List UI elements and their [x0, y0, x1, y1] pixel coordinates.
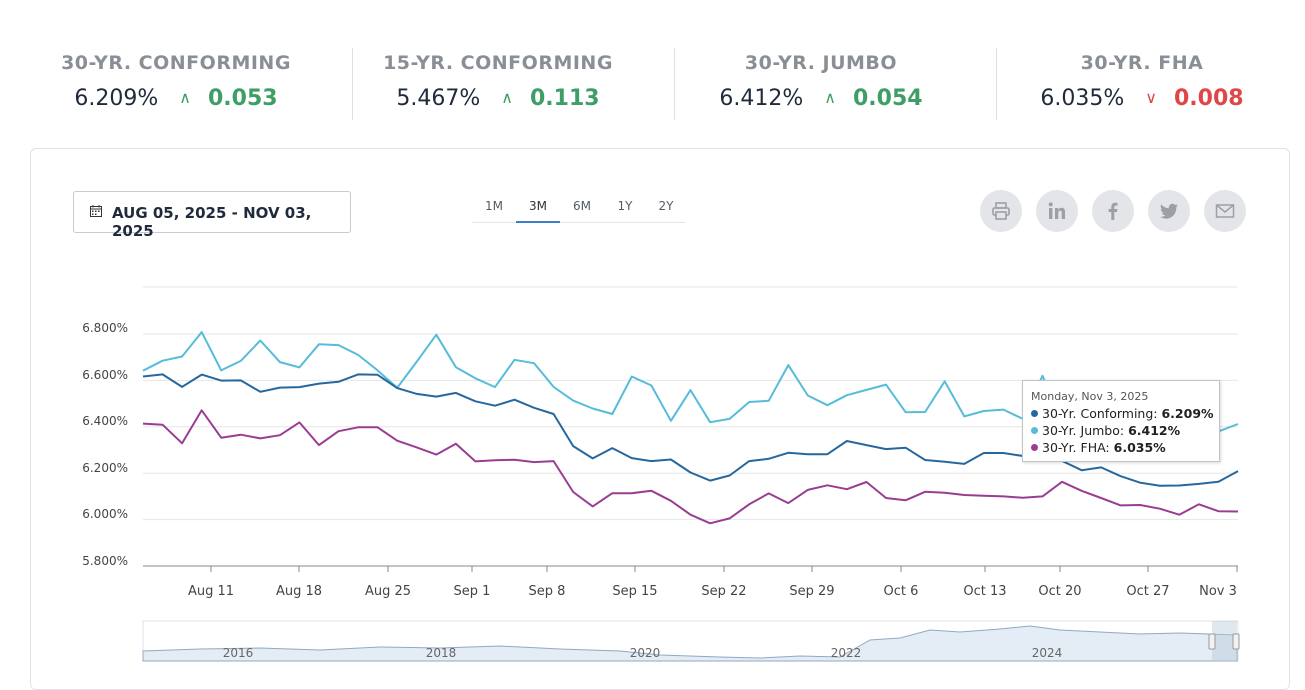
range-selector: 1M 3M 6M 1Y 2Y — [472, 196, 685, 223]
range-button-3m[interactable]: 3M — [516, 196, 560, 223]
calendar-icon — [90, 205, 102, 217]
y-axis: 6.800% 6.600% 6.400% 6.200% 6.000% 5.800… — [82, 321, 128, 568]
x-tick-label: Sep 8 — [529, 584, 566, 599]
x-tick-label: Oct 6 — [884, 584, 919, 599]
print-button[interactable] — [980, 190, 1022, 232]
tooltip-series-value: 6.412% — [1128, 423, 1181, 438]
series-dot-icon — [1031, 410, 1038, 417]
twitter-icon — [1160, 203, 1178, 219]
rate-change: 0.008 — [1174, 86, 1244, 111]
rate-15yr-conforming: 15-YR. CONFORMING 5.467% ∧ 0.113 — [338, 40, 658, 120]
navigator-year-label: 2024 — [1032, 646, 1063, 660]
navigator[interactable]: 2016 2018 2020 2022 2024 — [142, 620, 1240, 662]
x-tick-label: Nov 3 — [1199, 584, 1237, 599]
range-button-1m[interactable]: 1M — [485, 199, 503, 213]
navigator-handle-left[interactable] — [1208, 633, 1216, 650]
x-tick-label: Sep 22 — [701, 584, 746, 599]
navigator-year-label: 2016 — [223, 646, 254, 660]
series-dot-icon — [1031, 444, 1038, 451]
printer-icon — [992, 202, 1010, 220]
chevron-up-icon: ∧ — [179, 88, 191, 107]
linkedin-share-button[interactable] — [1036, 190, 1078, 232]
x-tick-label: Sep 15 — [612, 584, 657, 599]
tooltip-row-jumbo: 30-Yr. Jumbo: 6.412% — [1031, 423, 1180, 438]
rate-label: 15-YR. CONFORMING — [383, 52, 613, 74]
date-range-label: AUG 05, 2025 - NOV 03, 2025 — [112, 204, 312, 240]
y-tick-label: 6.600% — [82, 368, 128, 382]
x-axis: Aug 11 Aug 18 Aug 25 Sep 1 Sep 8 Sep 15 … — [188, 584, 1237, 599]
tooltip-row-conforming: 30-Yr. Conforming: 6.209% — [1031, 406, 1214, 421]
x-tick-label: Oct 27 — [1126, 584, 1169, 599]
range-button-1y[interactable]: 1Y — [617, 199, 633, 213]
rate-change: 0.113 — [530, 86, 600, 111]
tooltip-series-label: 30-Yr. FHA: — [1042, 440, 1110, 455]
rate-value: 6.209% — [74, 86, 159, 111]
tooltip-row-fha: 30-Yr. FHA: 6.035% — [1031, 440, 1166, 455]
rate-30yr-conforming: 30-YR. CONFORMING 6.209% ∧ 0.053 — [16, 40, 336, 120]
x-tick-label: Oct 20 — [1038, 584, 1081, 599]
navigator-year-label: 2022 — [831, 646, 862, 660]
navigator-year-label: 2020 — [630, 646, 661, 660]
y-tick-label: 6.000% — [82, 507, 128, 521]
tooltip-series-label: 30-Yr. Jumbo: — [1042, 423, 1125, 438]
rate-label: 30-YR. FHA — [1080, 52, 1204, 74]
chart-tooltip: Monday, Nov 3, 2025 30-Yr. Conforming: 6… — [1022, 380, 1220, 462]
x-tick-label: Aug 25 — [365, 584, 411, 599]
x-tick-label: Sep 1 — [454, 584, 491, 599]
navigator-series — [142, 625, 1238, 662]
rate-value: 5.467% — [396, 86, 481, 111]
divider — [674, 48, 675, 120]
divider — [352, 48, 353, 120]
rate-30yr-jumbo: 30-YR. JUMBO 6.412% ∧ 0.054 — [661, 40, 981, 120]
y-tick-label: 6.800% — [82, 321, 128, 335]
range-button-2y[interactable]: 2Y — [658, 199, 674, 213]
chevron-up-icon: ∧ — [824, 88, 836, 107]
chevron-up-icon: ∧ — [501, 88, 513, 107]
email-icon — [1215, 204, 1235, 218]
rate-change: 0.054 — [853, 86, 923, 111]
x-tick-label: Sep 29 — [789, 584, 834, 599]
twitter-share-button[interactable] — [1148, 190, 1190, 232]
facebook-share-button[interactable] — [1092, 190, 1134, 232]
series-dot-icon — [1031, 427, 1038, 434]
tooltip-series-label: 30-Yr. Conforming: — [1042, 406, 1158, 421]
y-tick-label: 6.400% — [82, 414, 128, 428]
y-tick-label: 6.200% — [82, 461, 128, 475]
facebook-icon — [1108, 202, 1118, 220]
rate-value: 6.035% — [1040, 86, 1125, 111]
tooltip-date: Monday, Nov 3, 2025 — [1031, 390, 1149, 403]
x-tick-label: Aug 18 — [276, 584, 322, 599]
date-range-picker[interactable]: AUG 05, 2025 - NOV 03, 2025 — [73, 191, 351, 240]
chevron-down-icon: ∨ — [1145, 88, 1157, 107]
rate-change: 0.053 — [208, 86, 278, 111]
rate-label: 30-YR. JUMBO — [744, 52, 898, 74]
navigator-year-label: 2018 — [426, 646, 457, 660]
tooltip-series-value: 6.209% — [1161, 406, 1214, 421]
range-button-6m[interactable]: 6M — [573, 199, 591, 213]
linkedin-icon — [1048, 202, 1065, 219]
divider — [996, 48, 997, 120]
rate-30yr-fha: 30-YR. FHA 6.035% ∨ 0.008 — [982, 40, 1302, 120]
x-axis-ticks — [210, 566, 1238, 572]
navigator-handle-right[interactable] — [1232, 633, 1240, 650]
email-share-button[interactable] — [1204, 190, 1246, 232]
y-tick-label: 5.800% — [82, 554, 128, 568]
tooltip-series-value: 6.035% — [1113, 440, 1166, 455]
rate-value: 6.412% — [719, 86, 804, 111]
series-line-30-yr-fha — [142, 409, 1239, 525]
x-tick-label: Aug 11 — [188, 584, 234, 599]
rate-summary: 30-YR. CONFORMING 6.209% ∧ 0.053 15-YR. … — [0, 40, 1305, 120]
x-tick-label: Oct 13 — [963, 584, 1006, 599]
rate-label: 30-YR. CONFORMING — [61, 52, 291, 74]
